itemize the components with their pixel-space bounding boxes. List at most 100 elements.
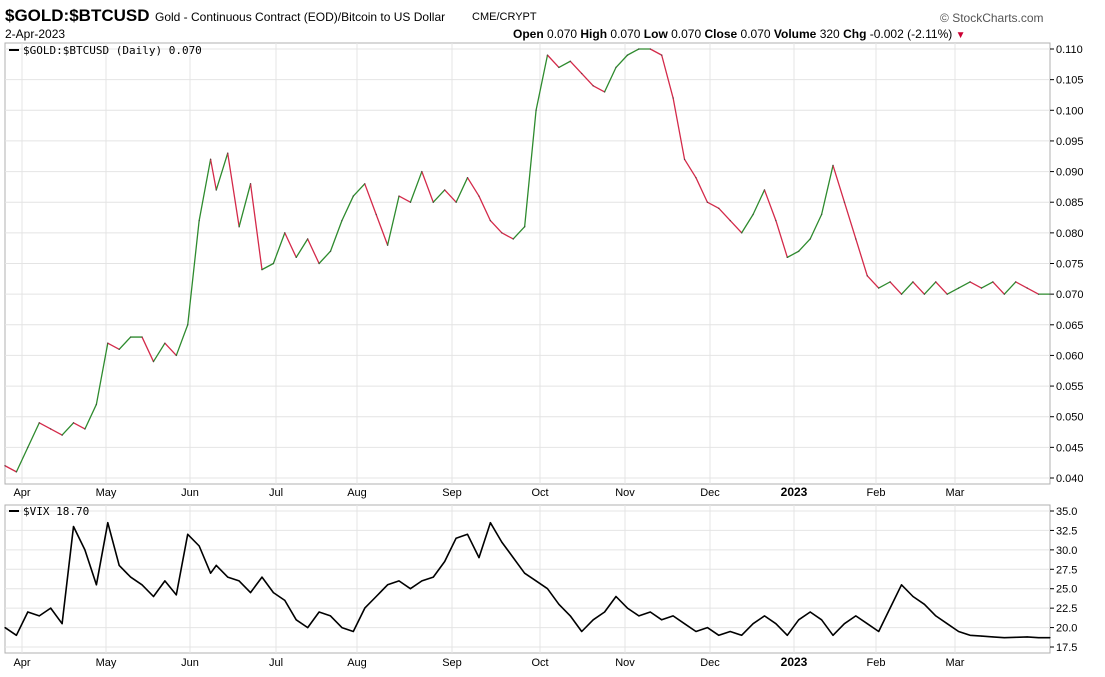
price-panel: 0.040 0.045 0.050 0.055 0.060 0.065 0.070 0.075… — [4, 42, 1084, 499]
data-point — [107, 522, 109, 524]
series-segment — [141, 336, 155, 363]
x-tick-label: Jul — [269, 657, 283, 669]
series-segment — [752, 189, 766, 216]
data-point — [752, 623, 754, 625]
data-point — [798, 619, 800, 621]
chg-label: Chg — [843, 27, 867, 41]
series-segment — [535, 54, 549, 111]
brand-watermark: © StockCharts.com — [940, 11, 1044, 25]
y-tick-label: 0.065 — [1056, 320, 1084, 332]
data-point — [672, 97, 674, 99]
y-tick-label: 0.105 — [1056, 75, 1084, 87]
data-point — [375, 595, 377, 598]
data-point — [318, 611, 320, 613]
x-tick-label: Nov — [615, 487, 635, 499]
data-point — [341, 626, 343, 629]
series-segment — [923, 281, 937, 295]
data-point — [261, 576, 263, 578]
data-point — [923, 603, 925, 605]
data-point — [227, 576, 229, 578]
data-point — [478, 195, 480, 197]
series-segment — [375, 213, 389, 246]
data-point — [238, 226, 240, 228]
data-point — [638, 48, 640, 50]
series-segment — [209, 158, 217, 191]
data-point — [175, 594, 177, 596]
x-tick-label: Sep — [442, 657, 462, 669]
data-point — [980, 635, 983, 637]
open-value: 0.070 — [547, 27, 578, 41]
data-point — [524, 226, 526, 228]
data-point — [649, 48, 651, 50]
legend-label: $GOLD:$BTCUSD (Daily) 0.070 — [23, 44, 202, 57]
data-point — [238, 580, 240, 582]
data-point — [501, 232, 503, 234]
data-point — [683, 158, 686, 160]
series-segment — [398, 195, 412, 203]
series-segment — [1003, 281, 1017, 295]
series-segment — [992, 281, 1005, 295]
x-tick-label: Sep — [442, 487, 462, 499]
data-point — [398, 580, 400, 582]
data-point — [878, 287, 880, 289]
data-point — [209, 158, 212, 160]
brand-name: StockCharts.com — [952, 11, 1044, 25]
data-point — [912, 281, 914, 283]
data-point — [900, 293, 903, 295]
high-value: 0.070 — [610, 27, 641, 41]
data-point — [718, 207, 720, 209]
series-segment — [364, 183, 377, 216]
data-point — [27, 446, 29, 448]
data-point — [198, 220, 200, 222]
data-point — [603, 91, 606, 93]
data-point — [455, 537, 457, 539]
data-point — [980, 287, 983, 289]
data-point — [386, 584, 389, 586]
data-point — [992, 636, 994, 638]
series-segment — [352, 183, 366, 197]
data-point — [284, 599, 286, 601]
x-tick-label: Oct — [531, 657, 548, 669]
series-segment — [215, 152, 229, 191]
y-tick-label: 0.045 — [1056, 442, 1084, 454]
data-point — [455, 201, 457, 203]
data-point — [118, 348, 120, 350]
series-segment — [763, 189, 777, 222]
series-segment — [615, 54, 629, 69]
series-segment — [501, 232, 514, 240]
data-point — [923, 293, 925, 295]
data-point — [832, 634, 834, 636]
series-segment — [649, 48, 663, 56]
series-segment — [843, 201, 857, 240]
data-point — [569, 60, 571, 62]
series-segment — [4, 465, 18, 473]
data-point — [364, 183, 366, 185]
data-point — [72, 525, 75, 528]
series-segment — [889, 281, 903, 295]
data-point — [661, 619, 663, 621]
series-segment — [84, 403, 98, 430]
x-tick-label: Aug — [347, 487, 367, 499]
data-point — [272, 592, 274, 594]
data-point — [84, 428, 86, 430]
series-segment — [164, 342, 177, 357]
data-point — [946, 293, 948, 295]
data-point — [1015, 636, 1017, 638]
data-point — [569, 615, 571, 617]
series-segment — [444, 189, 457, 203]
series-segment — [786, 250, 800, 259]
data-point — [706, 201, 708, 203]
data-point — [992, 281, 994, 283]
close-label: Close — [704, 27, 738, 41]
series-segment — [432, 189, 446, 203]
series-segment — [683, 158, 697, 179]
data-point — [444, 189, 446, 191]
data-point — [295, 256, 297, 258]
data-point — [775, 623, 777, 625]
chart-symbol: $GOLD:$BTCUSD — [5, 6, 150, 25]
data-point — [1049, 293, 1051, 295]
series-segment — [523, 109, 537, 228]
data-point — [466, 177, 469, 179]
data-point — [535, 109, 537, 111]
